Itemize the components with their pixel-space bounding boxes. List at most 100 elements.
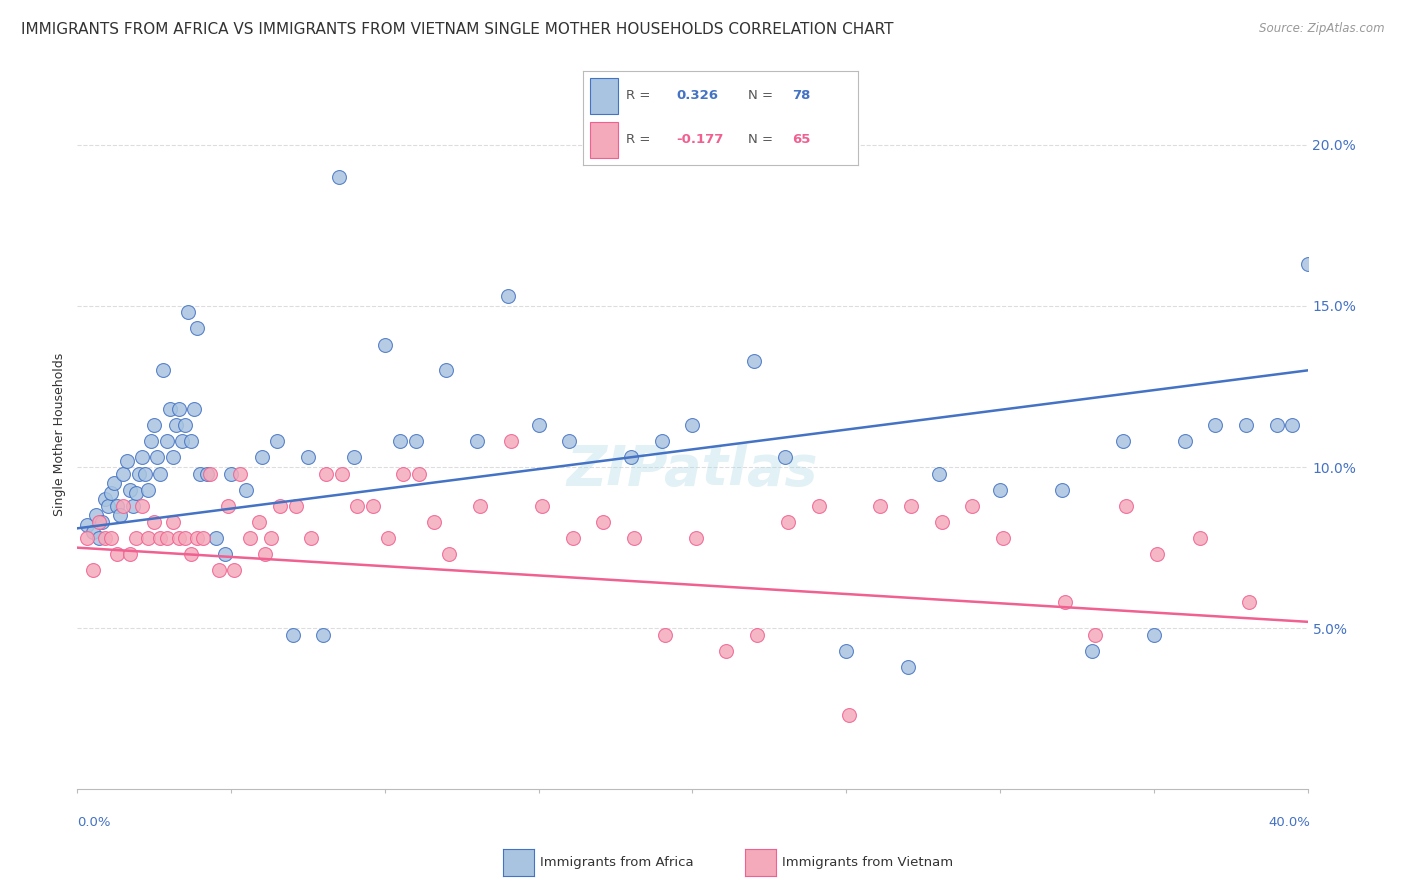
Text: N =: N = [748, 89, 773, 103]
Point [121, 499, 143, 513]
Point [558, 434, 581, 449]
Point [900, 499, 922, 513]
Text: 0.326: 0.326 [676, 89, 718, 103]
Point [143, 515, 166, 529]
Point [105, 547, 128, 561]
Point [1050, 483, 1073, 497]
Point [190, 467, 212, 481]
Point [623, 531, 645, 545]
Text: 40.0%: 40.0% [1268, 816, 1310, 830]
Point [389, 434, 412, 449]
Text: Immigrants from Africa: Immigrants from Africa [540, 856, 693, 869]
Point [436, 363, 458, 377]
Point [90, 515, 114, 529]
Point [651, 434, 673, 449]
Point [94, 492, 117, 507]
Point [76, 531, 98, 545]
Point [131, 499, 153, 513]
Point [530, 499, 553, 513]
Point [361, 499, 384, 513]
Text: 0.0%: 0.0% [77, 816, 111, 830]
Point [82, 563, 104, 577]
Point [115, 453, 138, 467]
Point [128, 467, 150, 481]
Point [193, 531, 215, 545]
Point [297, 450, 319, 465]
Point [991, 531, 1014, 545]
Point [682, 418, 704, 433]
Point [346, 499, 368, 513]
Point [110, 508, 132, 523]
Point [284, 499, 307, 513]
Point [962, 499, 984, 513]
Point [125, 531, 148, 545]
Point [1143, 628, 1166, 642]
Point [146, 450, 169, 465]
Point [247, 515, 270, 529]
Point [155, 434, 177, 449]
Point [561, 531, 583, 545]
Point [239, 531, 262, 545]
Point [136, 531, 159, 545]
Point [155, 531, 177, 545]
Text: ZIPatlas: ZIPatlas [567, 443, 818, 498]
Point [928, 467, 950, 481]
Point [76, 518, 98, 533]
Point [281, 628, 304, 642]
Text: -0.177: -0.177 [676, 133, 724, 146]
Point [299, 531, 322, 545]
Point [180, 434, 202, 449]
Point [423, 515, 446, 529]
Point [174, 531, 197, 545]
Point [838, 708, 860, 723]
Point [592, 515, 614, 529]
Point [253, 547, 276, 561]
Point [87, 531, 110, 545]
Point [214, 547, 236, 561]
FancyBboxPatch shape [591, 78, 617, 113]
Point [1115, 499, 1137, 513]
Point [1237, 595, 1260, 609]
Text: N =: N = [748, 133, 773, 146]
Point [125, 486, 148, 500]
Point [100, 486, 122, 500]
Point [152, 363, 174, 377]
Point [162, 450, 184, 465]
Point [141, 434, 163, 449]
Text: IMMIGRANTS FROM AFRICA VS IMMIGRANTS FROM VIETNAM SINGLE MOTHER HOUSEHOLDS CORRE: IMMIGRANTS FROM AFRICA VS IMMIGRANTS FRO… [21, 22, 894, 37]
Point [374, 337, 396, 351]
Point [84, 508, 107, 523]
Point [1265, 418, 1288, 433]
Point [685, 531, 707, 545]
Point [470, 499, 492, 513]
Point [1327, 418, 1350, 433]
Point [1174, 434, 1197, 449]
Point [105, 499, 128, 513]
Point [330, 467, 353, 481]
Point [165, 418, 187, 433]
Text: R =: R = [626, 89, 651, 103]
Y-axis label: Single Mother Households: Single Mother Households [52, 353, 66, 516]
Point [773, 450, 796, 465]
Point [408, 467, 430, 481]
Point [103, 476, 125, 491]
Point [219, 467, 242, 481]
Point [112, 499, 135, 513]
Point [1081, 644, 1104, 658]
Point [776, 515, 799, 529]
Point [143, 418, 166, 433]
Point [167, 402, 190, 417]
Text: Source: ZipAtlas.com: Source: ZipAtlas.com [1260, 22, 1385, 36]
Point [269, 499, 291, 513]
Point [87, 515, 110, 529]
Point [167, 531, 190, 545]
Point [745, 628, 768, 642]
Text: 78: 78 [792, 89, 810, 103]
Text: Immigrants from Vietnam: Immigrants from Vietnam [782, 856, 953, 869]
Point [94, 531, 117, 545]
Point [1204, 418, 1226, 433]
Point [405, 434, 427, 449]
Point [224, 563, 246, 577]
Point [159, 402, 181, 417]
Point [1296, 257, 1319, 271]
